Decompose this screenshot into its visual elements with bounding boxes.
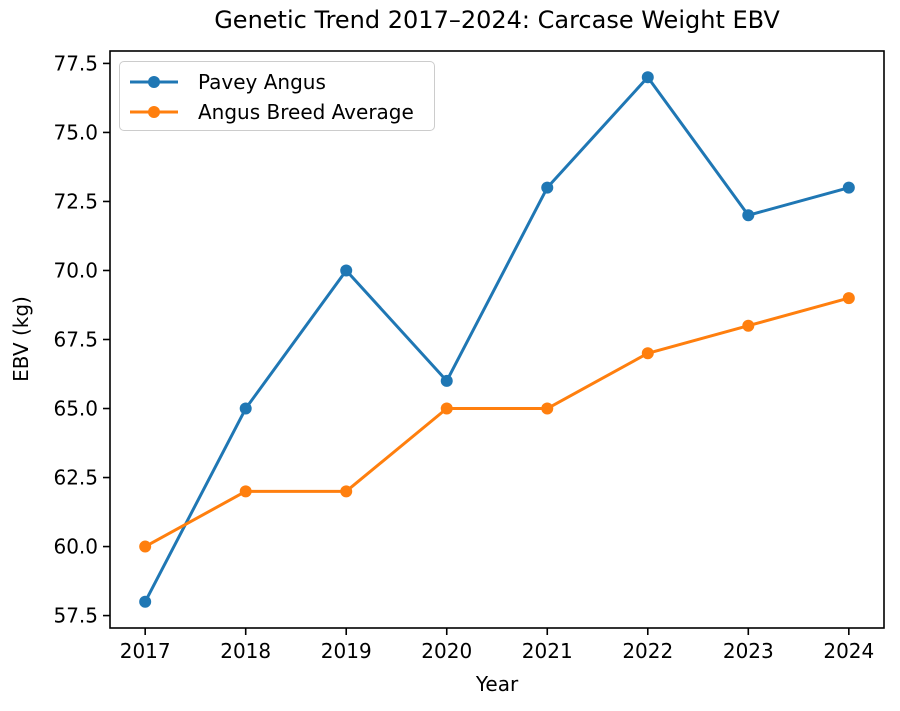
x-axis-label: Year: [475, 672, 519, 696]
x-tick-label: 2024: [823, 639, 874, 663]
series-line-angus-breed-average: [143, 296, 851, 549]
data-point-pavey-angus-2022: [641, 71, 654, 84]
y-tick-label: 72.5: [53, 189, 98, 213]
data-point-angus-breed-average-2017: [139, 540, 152, 553]
data-point-angus-breed-average-2024: [842, 292, 855, 305]
y-tick-label: 70.0: [53, 258, 98, 282]
y-tick-label: 65.0: [53, 397, 98, 421]
data-point-angus-breed-average-2019: [340, 485, 353, 498]
data-point-pavey-angus-2021: [541, 181, 554, 194]
data-point-angus-breed-average-2020: [440, 402, 453, 415]
data-point-pavey-angus-2018: [239, 402, 252, 415]
legend: Pavey Angus Angus Breed Average: [119, 61, 435, 131]
legend-marker-angus-breed-average: [130, 106, 178, 118]
legend-marker-pavey-angus: [130, 76, 178, 88]
data-point-pavey-angus-2023: [742, 209, 755, 222]
y-tick-label: 60.0: [53, 535, 98, 559]
x-tick-label: 2018: [220, 639, 271, 663]
legend-label-pavey-angus: Pavey Angus: [198, 70, 326, 94]
data-point-pavey-angus-2017: [139, 595, 152, 608]
legend-label-angus-breed-average: Angus Breed Average: [198, 100, 414, 124]
data-point-angus-breed-average-2018: [239, 485, 252, 498]
legend-item-angus-breed-average: Angus Breed Average: [129, 97, 434, 127]
y-tick-label: 77.5: [53, 51, 98, 75]
legend-item-pavey-angus: Pavey Angus: [129, 67, 434, 97]
y-axis-label: EBV (kg): [9, 296, 33, 382]
y-tick-label: 75.0: [53, 120, 98, 144]
x-tick-label: 2022: [622, 639, 673, 663]
y-tick-label: 57.5: [53, 604, 98, 628]
data-point-pavey-angus-2024: [842, 181, 855, 194]
data-point-pavey-angus-2020: [440, 374, 453, 387]
x-tick-label: 2023: [723, 639, 774, 663]
x-tick-label: 2017: [120, 639, 171, 663]
y-tick-label: 67.5: [53, 328, 98, 352]
x-tick-label: 2020: [421, 639, 472, 663]
data-point-angus-breed-average-2022: [641, 347, 654, 360]
series-line-pavey-angus: [143, 75, 851, 604]
data-point-pavey-angus-2019: [340, 264, 353, 277]
data-point-angus-breed-average-2021: [541, 402, 554, 415]
data-point-angus-breed-average-2023: [742, 319, 755, 332]
plot-border: [109, 50, 885, 629]
y-tick-label: 62.5: [53, 466, 98, 490]
chart-title: Genetic Trend 2017–2024: Carcase Weight …: [214, 6, 780, 34]
x-tick-label: 2021: [522, 639, 573, 663]
x-tick-label: 2019: [321, 639, 372, 663]
